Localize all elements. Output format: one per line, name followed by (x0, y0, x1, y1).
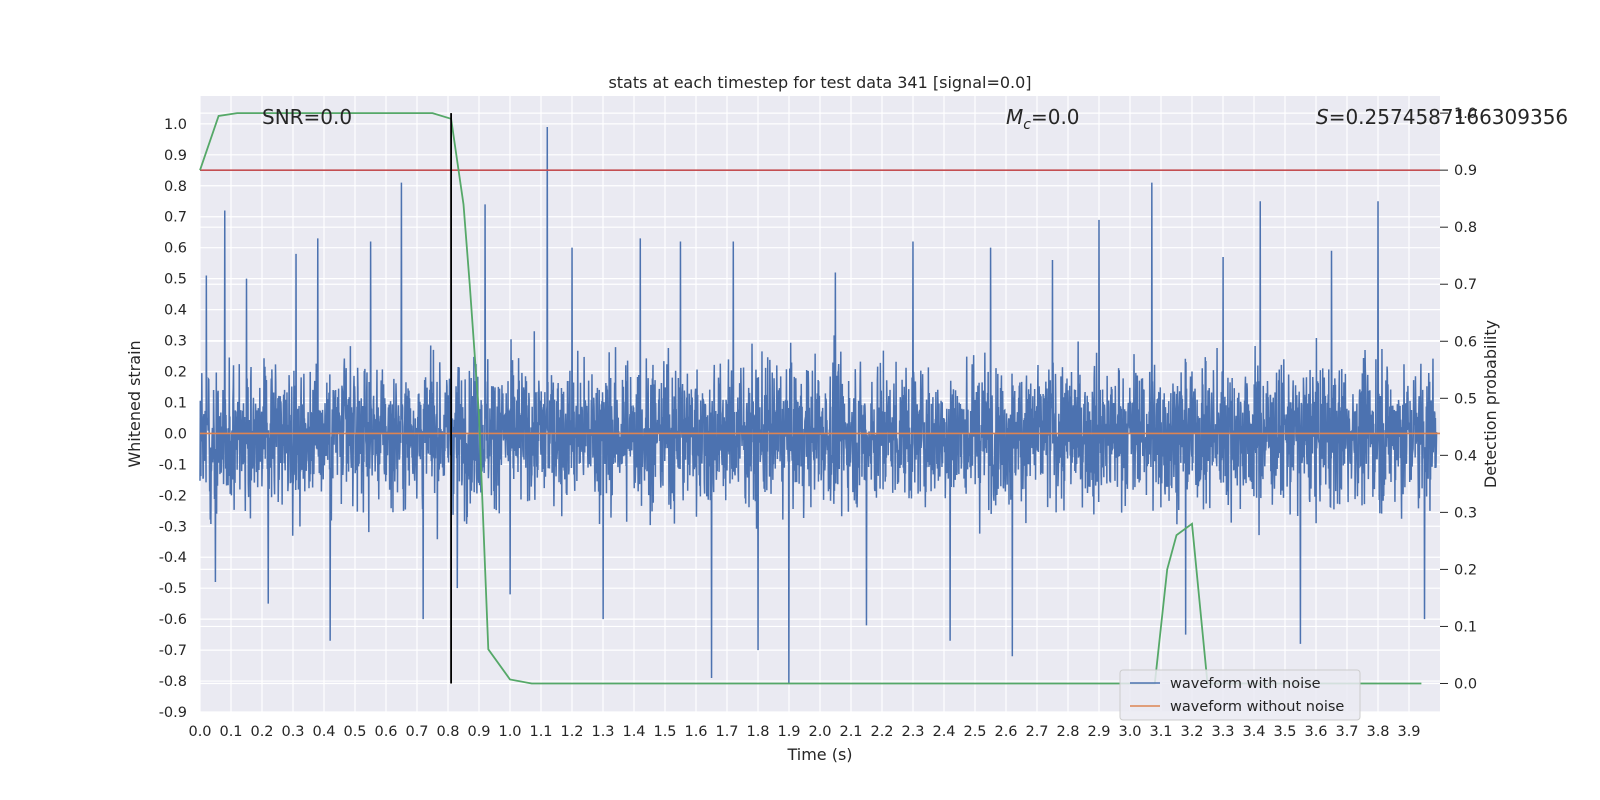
y2-axis-label: Detection probability (1481, 320, 1500, 488)
legend-label-clean: waveform without noise (1170, 699, 1344, 715)
x-tick-label: 3.8 (1366, 724, 1389, 740)
y2-tick-label: 0.2 (1454, 562, 1477, 578)
x-tick-label: 2.2 (870, 724, 893, 740)
y-tick-label: -0.5 (159, 581, 187, 597)
y-tick-label: -0.4 (159, 550, 187, 566)
x-tick-label: 3.1 (1149, 724, 1172, 740)
y2-tick-label: 0.1 (1454, 619, 1477, 635)
x-axis-ticks: 0.0 0.1 0.2 0.3 0.4 0.5 0.6 0.7 0.8 0.9 1.0 1.1 1.2 1… (188, 724, 1420, 740)
x-tick-label: 2.7 (1025, 724, 1048, 740)
s-annotation: S=0.2574587166309356 (1316, 105, 1568, 129)
y2-tick-label: 1.0 (1454, 106, 1477, 122)
x-tick-label: 0.0 (188, 724, 211, 740)
x-tick-label: 1.4 (622, 724, 645, 740)
x-tick-label: 2.0 (808, 724, 831, 740)
x-tick-label: 2.1 (839, 724, 862, 740)
x-tick-label: 3.4 (1242, 724, 1265, 740)
mc-symbol: M (1006, 105, 1023, 129)
y-tick-label: 0.4 (164, 303, 187, 319)
x-tick-label: 0.3 (281, 724, 304, 740)
legend: waveform with noise waveform without noi… (1119, 669, 1361, 721)
x-tick-label: 2.5 (963, 724, 986, 740)
y-tick-label: -0.9 (159, 705, 187, 721)
chart-title: stats at each timestep for test data 341… (608, 73, 1031, 92)
snr-annotation: SNR=0.0 (262, 105, 352, 129)
x-tick-label: 1.7 (715, 724, 738, 740)
x-tick-label: 0.9 (467, 724, 490, 740)
y-tick-label: 0.1 (164, 395, 187, 411)
x-tick-label: 1.3 (591, 724, 614, 740)
mc-subscript: c (1023, 117, 1031, 133)
detection-probability-series (199, 112, 1422, 685)
y-tick-label: -0.7 (159, 643, 187, 659)
y2-tick-label: 0.6 (1454, 334, 1477, 350)
x-tick-label: 2.9 (1087, 724, 1110, 740)
x-tick-label: 1.5 (653, 724, 676, 740)
x-tick-label: 0.5 (343, 724, 366, 740)
x-tick-label: 0.8 (436, 724, 459, 740)
x-tick-label: 1.1 (529, 724, 552, 740)
x-tick-label: 2.6 (994, 724, 1017, 740)
x-tick-label: 0.6 (374, 724, 397, 740)
y-tick-label: 0.6 (164, 241, 187, 257)
legend-label-noise: waveform with noise (1170, 676, 1321, 692)
y2-tick-label: 0.9 (1454, 163, 1477, 179)
y-tick-label: 0.3 (164, 334, 187, 350)
y-tick-label: -0.6 (159, 612, 187, 628)
s-value: =0.2574587166309356 (1329, 105, 1568, 129)
y2-tick-label: 0.8 (1454, 220, 1477, 236)
y2-tick-label: 0.3 (1454, 505, 1477, 521)
legend-box (1119, 669, 1361, 721)
y-tick-label: 0.5 (164, 272, 187, 288)
x-tick-label: 3.5 (1273, 724, 1296, 740)
x-tick-label: 3.3 (1211, 724, 1234, 740)
x-axis-label: Time (s) (786, 745, 852, 764)
x-tick-label: 2.4 (932, 724, 955, 740)
y-tick-label: -0.2 (159, 488, 187, 504)
x-tick-label: 3.2 (1180, 724, 1203, 740)
y-tick-label: 0.7 (164, 210, 187, 226)
right-axis-ticks: 1.0 0.9 0.8 0.7 0.6 0.5 0.4 0.3 0.2 0.1 0.0 (1440, 106, 1477, 692)
x-tick-label: 1.2 (560, 724, 583, 740)
x-tick-label: 3.9 (1397, 724, 1420, 740)
x-tick-label: 1.6 (684, 724, 707, 740)
y-tick-label: 1.0 (164, 117, 187, 133)
x-tick-label: 1.0 (498, 724, 521, 740)
y-tick-label: 0.0 (164, 426, 187, 442)
x-tick-label: 0.1 (219, 724, 242, 740)
y-tick-label: -0.8 (159, 674, 187, 690)
y-axis-ticks: 1.0 0.9 0.8 0.7 0.6 0.5 0.4 0.3 0.2 0.1 0.0 -0.1 -0.… (159, 117, 187, 721)
y-tick-label: 0.8 (164, 179, 187, 195)
x-tick-label: 3.7 (1335, 724, 1358, 740)
x-tick-label: 1.8 (746, 724, 769, 740)
x-tick-label: 2.8 (1056, 724, 1079, 740)
y2-tick-label: 0.0 (1454, 676, 1477, 692)
y2-tick-label: 0.7 (1454, 277, 1477, 293)
y-tick-label: -0.1 (159, 457, 187, 473)
y-axis-label: Whitened strain (125, 340, 144, 467)
y-tick-label: 0.2 (164, 364, 187, 380)
mc-annotation: Mc=0.0 (1006, 105, 1080, 133)
y2-tick-label: 0.5 (1454, 391, 1477, 407)
x-tick-label: 3.0 (1118, 724, 1141, 740)
s-symbol: S (1316, 105, 1329, 129)
waveform-with-noise-series (199, 126, 1438, 685)
x-tick-label: 0.4 (312, 724, 335, 740)
x-tick-label: 0.7 (405, 724, 428, 740)
x-tick-label: 0.2 (250, 724, 273, 740)
mc-value: =0.0 (1031, 105, 1080, 129)
x-tick-label: 1.9 (777, 724, 800, 740)
y-tick-label: 0.9 (164, 148, 187, 164)
y2-tick-label: 0.4 (1454, 448, 1477, 464)
x-tick-label: 2.3 (901, 724, 924, 740)
x-tick-label: 3.6 (1304, 724, 1327, 740)
y-tick-label: -0.3 (159, 519, 187, 535)
